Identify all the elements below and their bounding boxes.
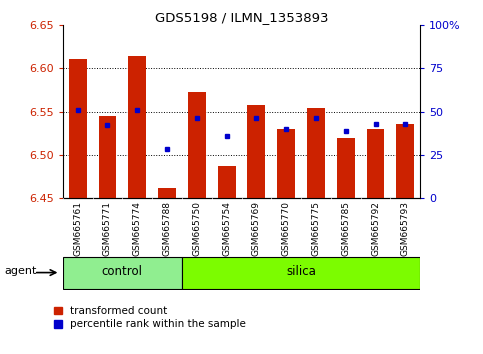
Bar [247,104,265,198]
Text: GSM665770: GSM665770 [282,201,291,256]
Text: control: control [102,266,143,278]
Bar [218,166,236,198]
Text: GSM665792: GSM665792 [371,201,380,256]
Bar [188,92,206,198]
Bar [307,108,325,198]
Bar [99,116,116,198]
Text: GSM665774: GSM665774 [133,201,142,256]
Bar [69,59,86,198]
Text: GSM665769: GSM665769 [252,201,261,256]
Bar [397,124,414,198]
Text: GSM665785: GSM665785 [341,201,350,256]
Bar [277,129,295,198]
Text: GSM665775: GSM665775 [312,201,320,256]
Text: GSM665788: GSM665788 [163,201,171,256]
Text: GSM665761: GSM665761 [73,201,82,256]
Title: GDS5198 / ILMN_1353893: GDS5198 / ILMN_1353893 [155,11,328,24]
Bar [128,56,146,198]
Bar [158,188,176,198]
Text: silica: silica [286,266,316,278]
Text: GSM665793: GSM665793 [401,201,410,256]
Text: GSM665750: GSM665750 [192,201,201,256]
Text: agent: agent [5,266,37,276]
Bar [182,257,420,289]
Text: GSM665754: GSM665754 [222,201,231,256]
Text: GSM665771: GSM665771 [103,201,112,256]
Legend: transformed count, percentile rank within the sample: transformed count, percentile rank withi… [54,306,246,329]
Bar [63,257,182,289]
Bar [367,129,384,198]
Bar [337,138,355,198]
